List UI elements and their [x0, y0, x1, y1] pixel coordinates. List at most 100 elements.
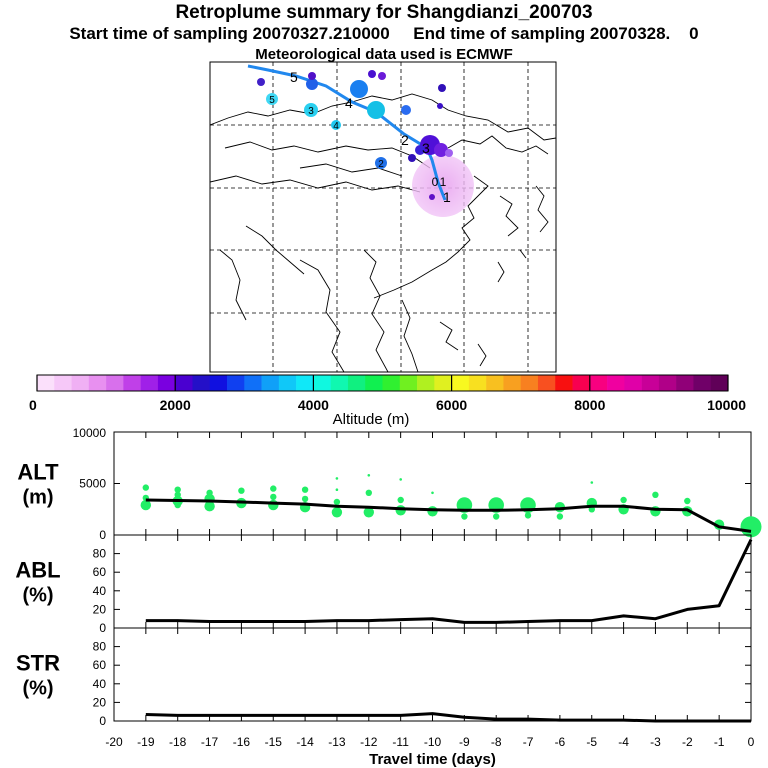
colorbar-cell	[54, 375, 72, 391]
cluster-dot	[367, 101, 385, 119]
cluster-dot	[368, 70, 376, 78]
y-tick-label: 5000	[79, 477, 106, 491]
series-line-ABL-fraction	[145, 538, 753, 624]
colorbar-cell	[555, 375, 573, 391]
altitude-cluster-point	[590, 481, 594, 484]
x-tick-label: -3	[650, 735, 661, 749]
x-tick-label: -2	[682, 735, 693, 749]
altitude-cluster-point	[238, 487, 245, 494]
cluster-dot	[266, 93, 278, 105]
colorbar-cell	[157, 375, 176, 391]
altitude-cluster-point	[270, 485, 277, 492]
cluster-dot	[375, 157, 387, 169]
panel-frame	[113, 431, 752, 536]
cluster-dot	[401, 105, 411, 115]
colorbar-cell	[676, 375, 694, 391]
cluster-dot	[438, 84, 446, 92]
altitude-cluster-point	[335, 477, 339, 480]
y-tick-label: 40	[93, 584, 107, 598]
map-panel: 1 2 3 4 5 0 1 2 3 4 5	[209, 61, 557, 373]
colorbar-cell	[209, 375, 228, 391]
cluster-labels: 0 1 2 3 4 5	[269, 95, 446, 189]
altitude-cluster-point	[740, 516, 762, 538]
altitude-cluster-point	[365, 489, 372, 496]
cluster-dot	[306, 78, 318, 90]
sampling-time-line: Start time of sampling 20070327.210000 E…	[69, 24, 699, 43]
altitude-cluster-point	[333, 498, 341, 506]
series-line-mean-altitude	[145, 498, 752, 533]
series-line-stratospheric-fraction	[145, 712, 751, 723]
cluster-dot	[445, 149, 453, 157]
colorbar-cell	[227, 375, 245, 391]
altitude-cluster-point	[142, 484, 149, 491]
track-label: 3	[422, 140, 430, 156]
x-tick-label: -19	[137, 735, 155, 749]
colorbar-cell	[607, 375, 625, 391]
cluster-dot	[331, 120, 341, 130]
panel-axis-label: (m)	[22, 487, 53, 509]
colorbar-cell	[296, 375, 314, 391]
colorbar-cell	[71, 375, 90, 391]
cluster-label: 1	[440, 175, 447, 189]
colorbar-cell	[468, 375, 487, 391]
cluster-dot	[350, 80, 368, 98]
altitude-cluster-point	[461, 513, 468, 520]
altitude-cluster-point	[174, 486, 181, 493]
y-tick-label: 20	[93, 602, 107, 616]
colorbar-tick-label: 2000	[160, 397, 191, 413]
colorbar-cell	[140, 375, 159, 391]
panel-axis-label: ABL	[15, 558, 60, 583]
track-label: 1	[443, 189, 451, 205]
altitude-cluster-point	[684, 497, 691, 505]
colorbar-cell	[451, 375, 470, 391]
cluster-dot	[415, 145, 425, 155]
altitude-cluster-point	[174, 501, 181, 509]
cluster-label: 0	[432, 175, 439, 189]
x-tick-label: -12	[360, 735, 378, 749]
colorbar-cell	[261, 375, 280, 391]
cluster-label: 3	[308, 106, 314, 117]
x-tick-label: -13	[328, 735, 346, 749]
colorbar-cell	[641, 375, 660, 391]
time-series-panels: 0500010000ALT(m)020406080ABL(%)020406080…	[15, 426, 762, 768]
altitude-cluster-point	[335, 488, 339, 492]
colorbar-cell	[192, 375, 211, 391]
colorbar-cell	[347, 375, 366, 391]
x-tick-label: -17	[201, 735, 219, 749]
x-tick-label: -11	[392, 735, 409, 749]
x-axis-label: Travel time (days)	[369, 751, 496, 768]
altitude-cluster-point	[331, 507, 343, 518]
cluster-label: 2	[378, 159, 384, 170]
x-tick-label: -16	[233, 735, 251, 749]
colorbar-cell	[486, 375, 504, 391]
panel-axis-label: (%)	[22, 678, 53, 700]
panel-frame	[113, 627, 752, 722]
altitude-cluster-point	[399, 478, 403, 481]
colorbar-cell	[624, 375, 642, 391]
y-tick-label: 60	[93, 565, 107, 579]
colorbar-label: Altitude (m)	[333, 411, 410, 428]
colorbar-cell	[175, 375, 193, 391]
altitude-cluster-point	[397, 496, 404, 504]
met-data-line: Meteorological data used is ECMWF	[255, 46, 513, 63]
cluster-dot	[408, 154, 416, 162]
y-tick-label: 40	[93, 677, 107, 691]
colorbar-cell	[365, 375, 383, 391]
colorbar-cell	[313, 375, 331, 391]
cluster-dot	[378, 72, 386, 80]
altitude-cluster-point	[524, 512, 532, 519]
altitude-cluster-point	[270, 493, 277, 501]
colorbar-tick-label: 6000	[436, 397, 467, 413]
cluster-dot	[257, 78, 265, 86]
altitude-cluster-point	[620, 496, 627, 504]
y-tick-label: 0	[99, 528, 106, 542]
x-tick-label: -8	[491, 735, 502, 749]
x-tick-label: -5	[586, 735, 597, 749]
altitude-cluster-point	[301, 495, 309, 503]
colorbar-cell	[123, 375, 141, 391]
colorbar-cell	[589, 375, 608, 391]
panel-frame	[113, 534, 752, 629]
y-tick-label: 80	[93, 547, 107, 561]
